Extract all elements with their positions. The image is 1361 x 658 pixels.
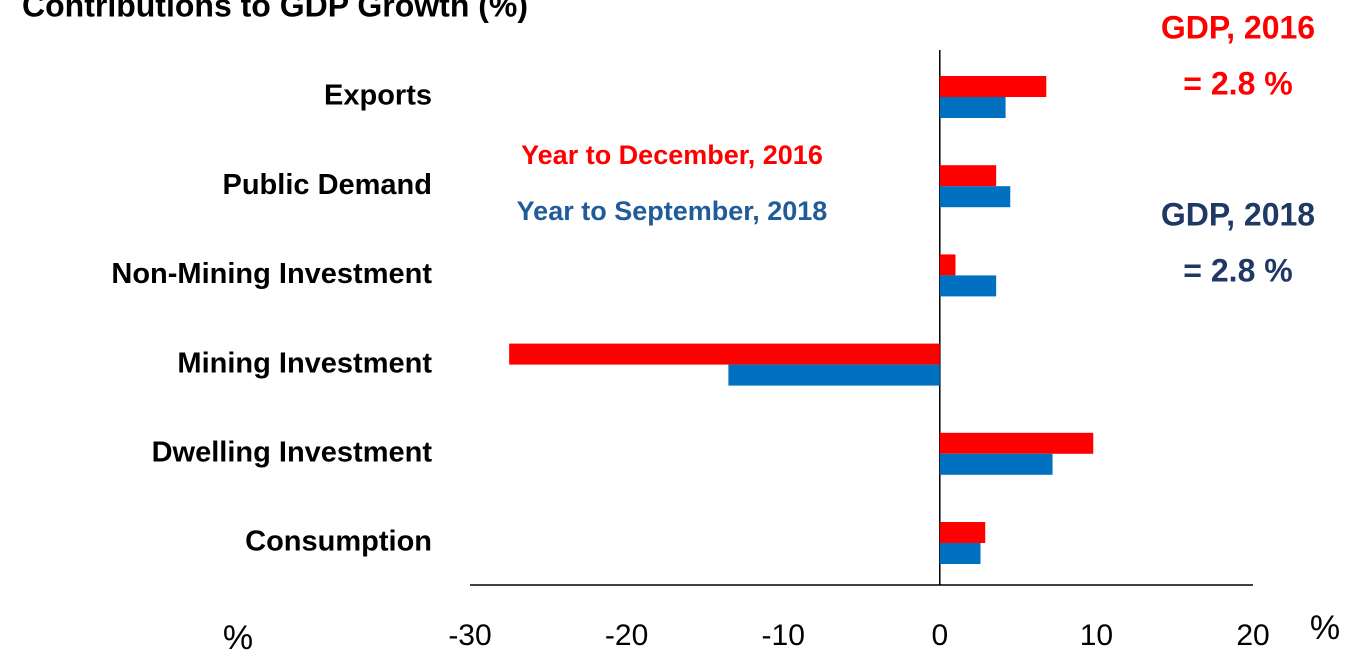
x-tick-label: -20 (605, 619, 648, 652)
annotation: GDP, 2018 (1161, 196, 1315, 232)
x-tick-label: -10 (762, 619, 805, 652)
bar (939, 254, 956, 276)
bar (939, 97, 1006, 118)
legend-entry: Year to September, 2018 (517, 196, 828, 226)
annotation: GDP, 2016 (1161, 9, 1315, 45)
bar (939, 543, 981, 564)
bar (939, 522, 986, 543)
x-tick-label: 10 (1080, 619, 1113, 652)
bar (728, 364, 940, 386)
legend-entry: Year to December, 2016 (521, 140, 823, 170)
bar (939, 165, 997, 187)
x-tick-label: 0 (931, 619, 948, 652)
category-label: Exports (324, 80, 432, 112)
category-label: Mining Investment (177, 347, 432, 379)
bar (509, 343, 940, 365)
x-tick-label: 20 (1236, 619, 1269, 652)
annotation: = 2.8 % (1183, 65, 1292, 101)
category-label: Consumption (245, 526, 432, 558)
annotation: = 2.8 % (1183, 252, 1292, 288)
x-tick-label: -30 (448, 619, 491, 652)
category-label: Dwelling Investment (152, 436, 433, 468)
bar (939, 275, 997, 297)
bar (939, 453, 1053, 475)
chart-title: Contributions to GDP Growth (%) (22, 0, 528, 23)
bar (939, 186, 1011, 208)
axis-label: % (223, 619, 253, 657)
bar (939, 76, 1047, 97)
category-label: Non-Mining Investment (111, 258, 432, 290)
category-label: Public Demand (223, 169, 433, 201)
bar (939, 432, 1094, 454)
axis-label: % (1310, 609, 1340, 647)
